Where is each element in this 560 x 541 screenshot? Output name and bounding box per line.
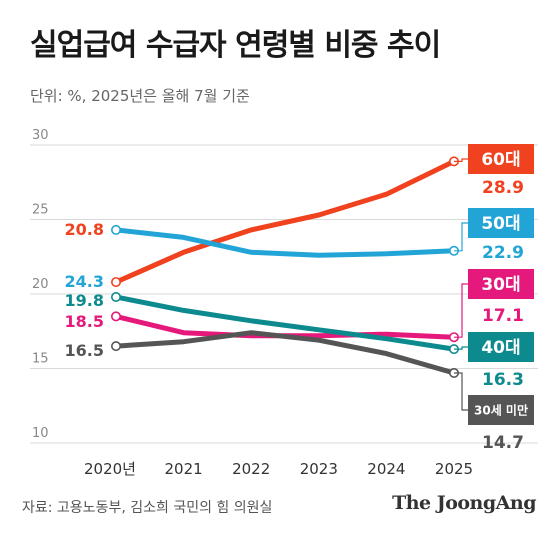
series-line-3	[113, 294, 457, 352]
series-line-4	[113, 330, 457, 376]
series-tag-box	[468, 144, 534, 174]
y-tick-label: 20	[32, 277, 49, 292]
x-tick-label: 2022	[232, 460, 270, 478]
y-tick-label: 30	[32, 128, 49, 143]
series-tag-box	[468, 395, 534, 425]
data-point	[111, 341, 122, 352]
page-title: 실업급여 수급자 연령별 비중 추이	[30, 28, 441, 63]
connector-line	[454, 372, 468, 411]
end-value-label: 22.9	[482, 243, 524, 263]
series-line-1	[113, 227, 457, 258]
x-tick-label: 2020년	[84, 460, 136, 478]
data-point	[111, 277, 122, 288]
series-name-label: 60대	[481, 150, 520, 170]
x-tick-label: 2023	[300, 460, 338, 478]
start-value-label: 18.5	[65, 312, 104, 331]
start-value-label: 20.8	[65, 220, 104, 239]
series-name-label: 40대	[481, 338, 520, 358]
brand-logo: The JoongAng	[392, 492, 536, 514]
unit-note: 단위: %, 2025년은 올해 7월 기준	[30, 87, 250, 105]
series-tag-box	[468, 332, 534, 362]
y-tick-label: 25	[32, 203, 49, 218]
end-value-label: 16.3	[482, 370, 524, 390]
source-note: 자료: 고용노동부, 김소희 국민의 힘 의원실	[22, 500, 273, 516]
series-name-label: 30대	[481, 275, 520, 295]
x-tick-label: 2021	[165, 460, 203, 478]
connector-line	[454, 283, 468, 338]
series-name-label: 50대	[481, 214, 520, 234]
connector-line	[454, 346, 468, 350]
start-value-label: 19.8	[65, 291, 104, 310]
x-tick-label: 2024	[367, 460, 405, 478]
data-point	[111, 224, 122, 235]
series-tag-box	[468, 269, 534, 299]
series-name-label: 30세 미만	[474, 403, 528, 418]
connector-line	[454, 158, 468, 162]
series-line-0	[113, 158, 457, 285]
data-point	[111, 291, 122, 302]
x-tick-label: 2025	[435, 460, 473, 478]
start-value-label: 16.5	[65, 341, 104, 360]
end-value-label: 14.7	[482, 433, 524, 453]
y-tick-label: 10	[32, 426, 49, 441]
connector-line	[454, 222, 468, 252]
y-tick-label: 15	[32, 352, 49, 367]
end-value-label: 28.9	[482, 178, 524, 198]
series-tag-box	[468, 208, 534, 238]
end-value-label: 17.1	[482, 306, 524, 326]
data-point	[111, 311, 122, 322]
start-value-label: 24.3	[65, 272, 104, 291]
